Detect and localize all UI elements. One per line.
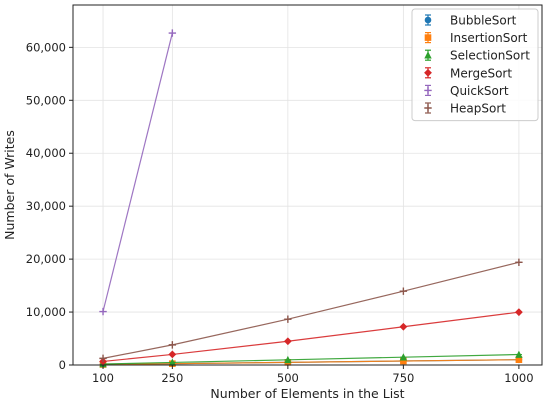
legend-marker-heapsort <box>424 104 432 112</box>
series-heapsort <box>99 258 523 363</box>
data-point-heapsort <box>99 354 107 363</box>
y-tick-label: 60,000 <box>26 40 66 54</box>
data-point-heapsort <box>399 287 408 295</box>
legend-label-quicksort: QuickSort <box>450 84 509 98</box>
series-line-heapsort <box>102 261 520 359</box>
legend-marker-insertionsort <box>424 34 432 41</box>
data-point-insertionsort <box>515 356 523 364</box>
series-mergesort <box>99 308 523 366</box>
data-point-selectionsort <box>284 355 292 364</box>
legend-label-selectionsort: SelectionSort <box>450 49 530 63</box>
data-point-heapsort <box>515 258 523 266</box>
axes: 100 250 500 750 1000 0 10,000 20,000 30,000 40,00… <box>26 40 534 385</box>
x-tick-label: 250 <box>161 371 183 385</box>
series-line-mergesort <box>102 311 519 363</box>
y-tick-label: 10,000 <box>26 305 66 319</box>
series-layer <box>99 29 523 368</box>
x-tick-label: 750 <box>392 371 414 385</box>
data-point-mergesort <box>168 350 177 359</box>
data-point-heapsort <box>168 341 177 349</box>
y-tick-label: 50,000 <box>26 93 66 107</box>
legend-label-insertionsort: InsertionSort <box>450 31 528 45</box>
legend-label-heapsort: HeapSort <box>450 102 506 116</box>
y-tick-label: 0 <box>59 358 66 372</box>
data-point-mergesort <box>399 322 408 331</box>
y-axis-label: Number of Writes <box>2 130 17 240</box>
series-quicksort <box>99 29 177 316</box>
x-tick-label: 100 <box>92 371 114 385</box>
x-axis-label: Number of Elements in the List <box>210 386 404 401</box>
data-point-selectionsort <box>399 353 408 361</box>
legend-label-mergesort: MergeSort <box>450 66 512 80</box>
y-tick-label: 20,000 <box>26 252 66 266</box>
plot-frame <box>72 4 543 366</box>
legend-marker-mergesort <box>424 68 432 77</box>
legend-box <box>411 8 539 122</box>
legend-label-bubblesort: BubbleSort <box>450 14 517 28</box>
data-point-selectionsort <box>168 358 177 366</box>
legend-marker-quicksort <box>424 86 432 95</box>
data-point-mergesort <box>283 337 292 346</box>
legend: BubbleSort InsertionSort SelectionSort Merg… <box>411 8 539 122</box>
legend-marker-bubblesort <box>424 16 432 24</box>
y-tick-label: 30,000 <box>26 199 66 213</box>
data-point-mergesort <box>514 308 523 317</box>
y-tick-label: 40,000 <box>26 146 66 160</box>
x-tick-label: 500 <box>277 371 299 385</box>
data-point-quicksort <box>168 29 177 37</box>
series-line-quicksort <box>102 32 173 312</box>
data-point-quicksort <box>99 307 107 316</box>
data-point-selectionsort <box>515 350 523 358</box>
x-tick-label: 1000 <box>504 371 533 385</box>
legend-marker-selectionsort <box>424 51 432 59</box>
data-point-heapsort <box>284 315 292 323</box>
data-point-insertionsort <box>400 357 407 365</box>
